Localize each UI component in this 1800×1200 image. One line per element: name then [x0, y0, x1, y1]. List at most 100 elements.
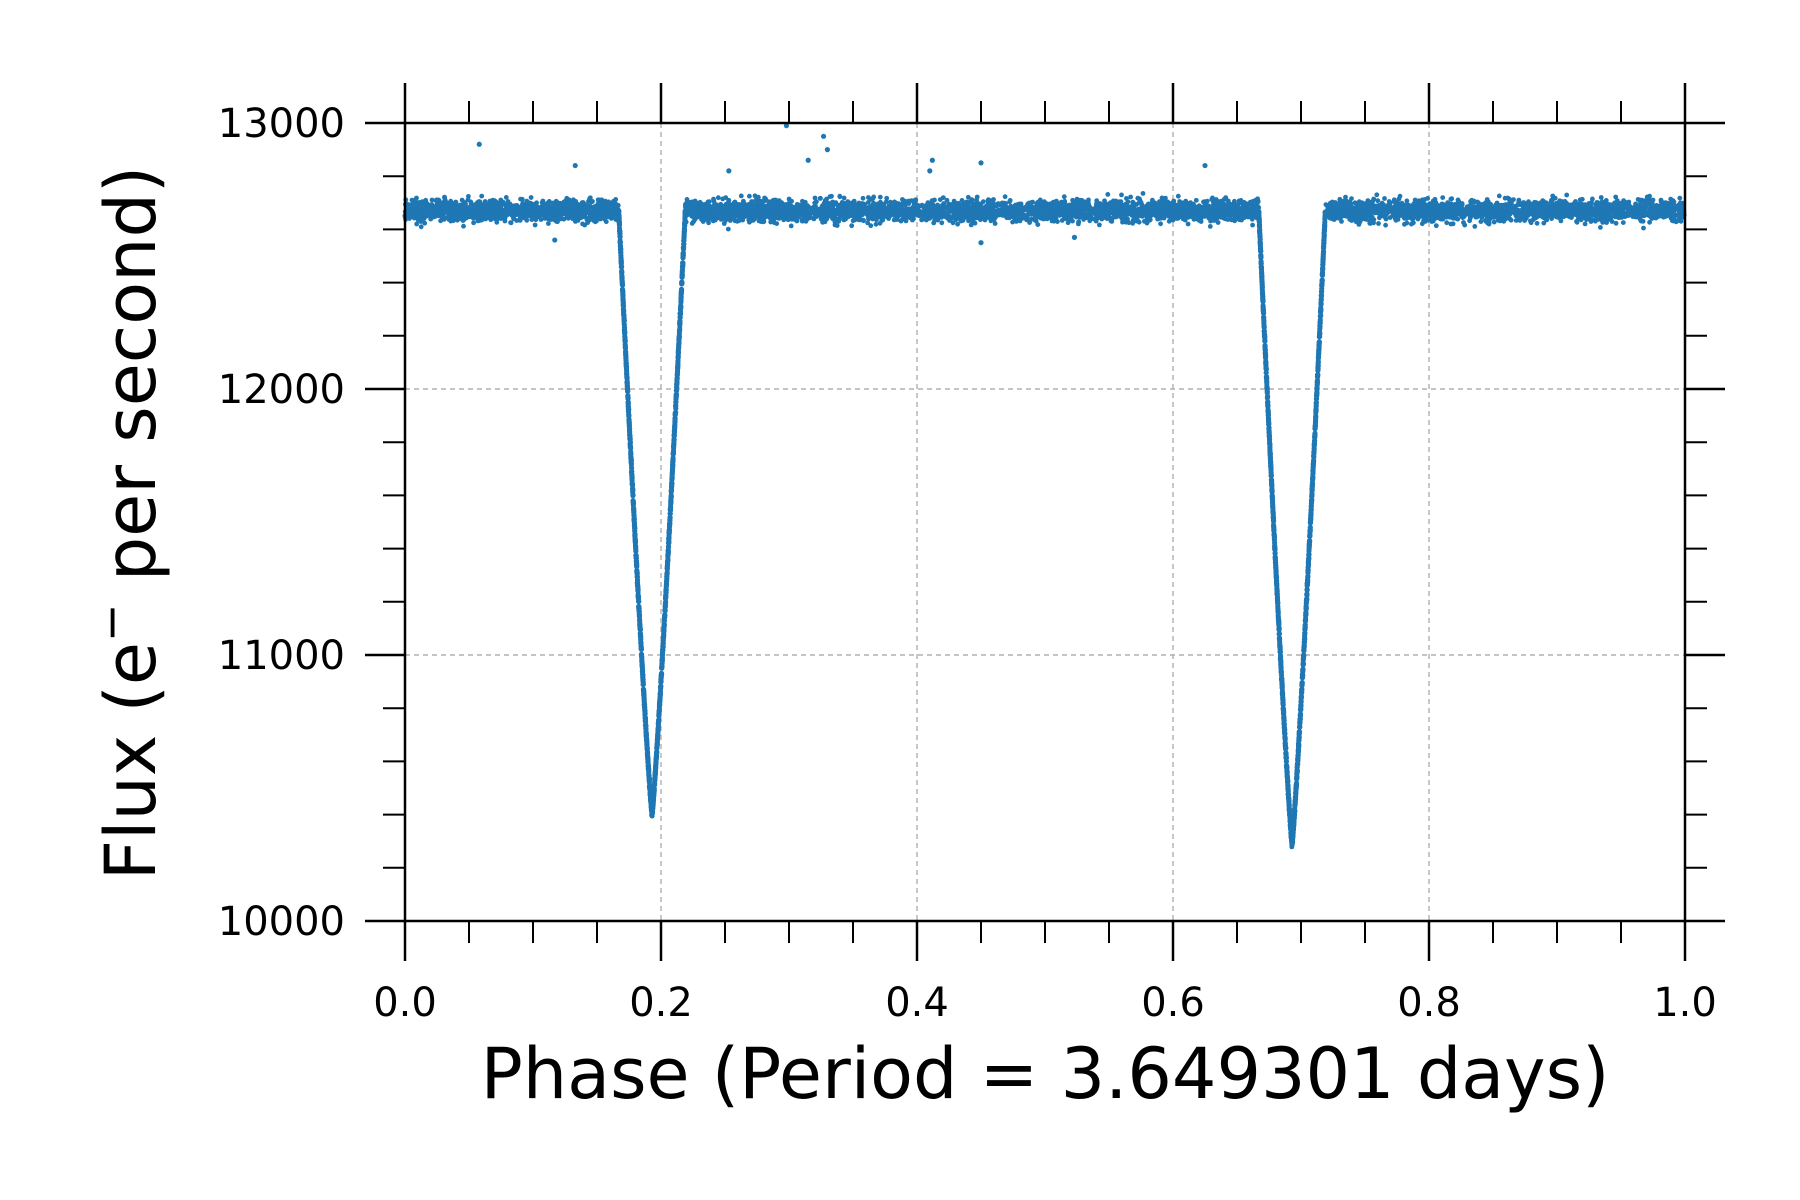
data-point [1193, 197, 1199, 203]
data-point [762, 195, 767, 201]
data-point [906, 198, 912, 204]
data-point [1055, 219, 1060, 225]
data-point [820, 203, 826, 208]
data-point [837, 193, 843, 199]
data-point [1522, 218, 1527, 224]
data-point [706, 199, 712, 205]
data-point [860, 217, 866, 223]
data-point [1569, 202, 1574, 208]
data-point [1010, 219, 1015, 225]
data-point [1541, 220, 1547, 226]
data-point [1574, 219, 1580, 225]
data-point [747, 218, 753, 224]
data-point [939, 220, 945, 226]
data-point [1119, 192, 1124, 198]
data-point [955, 221, 960, 227]
data-point [506, 203, 511, 209]
data-point [883, 199, 889, 205]
data-point [1644, 194, 1650, 200]
data-point [1007, 198, 1013, 203]
data-point [1613, 194, 1619, 200]
data-point [1433, 223, 1439, 229]
data-point [1577, 197, 1583, 203]
data-point [1212, 200, 1218, 205]
data-point [461, 201, 467, 207]
data-point [893, 214, 898, 220]
data-points [402, 123, 1687, 850]
data-point [944, 197, 950, 203]
data-point [992, 221, 998, 226]
data-point [1061, 194, 1067, 200]
data-point [725, 226, 731, 232]
data-point [768, 219, 774, 225]
data-point [715, 195, 721, 201]
data-point [1375, 198, 1381, 204]
data-point [1207, 224, 1213, 229]
data-point [996, 201, 1001, 207]
data-point [1225, 198, 1231, 204]
data-point [1534, 220, 1540, 226]
data-point [1640, 218, 1646, 224]
data-point [865, 220, 871, 226]
data-point [479, 193, 485, 199]
data-point [555, 219, 560, 225]
data-point [908, 215, 914, 221]
data-point [1620, 220, 1626, 226]
data-point [1343, 194, 1348, 200]
data-point [1374, 192, 1380, 198]
data-point [1496, 193, 1502, 199]
data-point [528, 195, 534, 200]
data-point [1116, 204, 1122, 210]
data-point [1247, 214, 1252, 220]
data-point [1182, 217, 1188, 223]
data-point [1158, 221, 1163, 227]
data-point [1175, 193, 1181, 199]
data-point [429, 197, 435, 203]
data-point [1502, 195, 1508, 201]
data-point [1159, 195, 1165, 201]
data-point [1070, 218, 1075, 224]
data-point [1532, 200, 1538, 206]
data-point [487, 198, 493, 204]
data-point [1528, 220, 1534, 226]
data-point [508, 220, 514, 226]
data-point [1086, 197, 1091, 203]
data-point [738, 193, 744, 199]
data-point [1444, 220, 1450, 226]
data-point [1478, 219, 1484, 225]
data-point [1201, 199, 1206, 205]
data-point [1404, 220, 1410, 226]
data-point [704, 217, 710, 223]
data-point [824, 196, 829, 202]
data-point [1074, 196, 1080, 202]
data-point [1140, 191, 1146, 196]
data-point [818, 195, 823, 201]
data-point [1065, 220, 1071, 226]
data-point [788, 223, 794, 229]
data-point [1185, 221, 1191, 227]
data-point [812, 195, 818, 201]
data-point [505, 199, 511, 204]
data-point [1383, 222, 1388, 228]
grid-lines [405, 123, 1685, 921]
data-point [1647, 219, 1652, 225]
data-point [1387, 215, 1393, 221]
data-point [974, 197, 979, 203]
data-point [747, 193, 752, 199]
data-point [1641, 225, 1646, 231]
data-point [1590, 217, 1595, 222]
data-point [1002, 194, 1008, 200]
data-point [1130, 220, 1136, 226]
data-point [820, 219, 825, 225]
data-point [1598, 195, 1604, 200]
data-point [468, 199, 474, 205]
data-point [1382, 196, 1387, 201]
data-point [1613, 220, 1619, 226]
data-point [518, 196, 523, 202]
data-point [1063, 216, 1069, 222]
data-point [503, 195, 509, 200]
data-point [1097, 222, 1102, 228]
data-point [877, 194, 883, 200]
data-point [873, 221, 879, 227]
